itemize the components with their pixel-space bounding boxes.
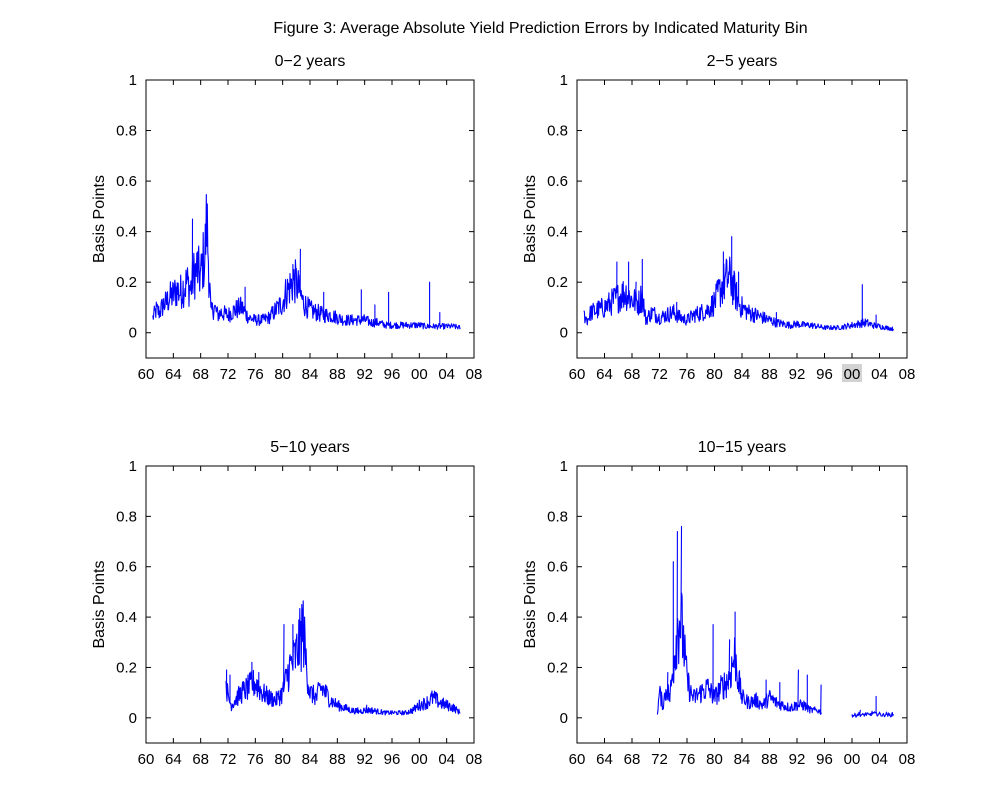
x-tick-label: 80 <box>706 751 723 768</box>
x-tick-label: 08 <box>466 751 483 768</box>
x-tick-label: 84 <box>734 366 751 383</box>
y-tick-label: 1 <box>129 72 137 89</box>
x-tick-label: 92 <box>356 366 373 383</box>
x-tick-label: 60 <box>138 366 155 383</box>
plot-area-frame <box>576 79 908 359</box>
y-axis-label: Basis Points <box>91 175 108 263</box>
x-tick-label: 88 <box>761 751 778 768</box>
y-tick-label: 0.2 <box>116 274 137 291</box>
x-tick-label: 04 <box>438 751 455 768</box>
x-tick-label: 96 <box>816 366 833 383</box>
x-tick-label: 68 <box>624 751 641 768</box>
x-tick-label: 64 <box>165 366 182 383</box>
y-tick-label: 0.6 <box>547 559 568 576</box>
x-tick-label: 08 <box>466 366 483 383</box>
y-tick-label: 0.8 <box>116 123 137 140</box>
x-tick-label: 60 <box>138 751 155 768</box>
x-tick-label: 04 <box>871 751 888 768</box>
x-tick-label: 96 <box>384 751 401 768</box>
x-tick-label: 76 <box>247 751 264 768</box>
y-tick-label: 1 <box>560 72 568 89</box>
x-tick-label: 92 <box>356 751 373 768</box>
y-axis-label: Basis Points <box>522 560 539 648</box>
x-tick-label: 04 <box>871 366 888 383</box>
series-line-1-0 <box>583 236 894 332</box>
series-line-0-0 <box>152 194 461 330</box>
x-tick-label: 04 <box>438 366 455 383</box>
x-tick-label: 00 <box>844 366 861 383</box>
x-tick-label: 76 <box>679 366 696 383</box>
x-tick-label: 72 <box>651 366 668 383</box>
x-tick-label: 76 <box>679 751 696 768</box>
x-tick-label: 84 <box>302 366 319 383</box>
panel-2-5-years: 2−5 years Basis Points 0 0.2 0.4 0.6 0.8 1 60 64 6… <box>522 53 915 383</box>
x-tick-label: 60 <box>569 751 586 768</box>
x-tick-label: 08 <box>899 751 916 768</box>
plot-area-frame <box>145 79 475 359</box>
x-tick-label: 76 <box>247 366 264 383</box>
y-tick-label: 0.8 <box>547 123 568 140</box>
x-tick-label: 00 <box>411 751 428 768</box>
y-tick-label: 0.2 <box>116 659 137 676</box>
x-tick-label: 80 <box>274 366 291 383</box>
x-tick-label: 92 <box>789 751 806 768</box>
y-tick-label: 0 <box>560 710 568 727</box>
y-tick-label: 0.6 <box>116 173 137 190</box>
y-tick-label: 0.4 <box>547 224 568 241</box>
x-tick-label: 00 <box>844 751 861 768</box>
y-tick-label: 0.2 <box>547 274 568 291</box>
x-tick-label: 84 <box>302 751 319 768</box>
y-tick-label: 0 <box>129 325 137 342</box>
panel-title: 0−2 years <box>275 53 346 70</box>
x-tick-label: 64 <box>165 751 182 768</box>
y-axis-label: Basis Points <box>91 560 108 648</box>
x-tick-label: 60 <box>569 366 586 383</box>
panel-title: 5−10 years <box>270 439 350 456</box>
panel-5-10-years: 5−10 years Basis Points 0 0.2 0.4 0.6 0.8 1 60 64… <box>91 439 482 768</box>
y-tick-label: 0 <box>560 325 568 342</box>
x-tick-label: 96 <box>816 751 833 768</box>
x-tick-label: 08 <box>899 366 916 383</box>
y-tick-label: 0.8 <box>547 508 568 525</box>
x-tick-label: 64 <box>596 366 613 383</box>
x-tick-label: 72 <box>220 366 237 383</box>
y-tick-label: 0.6 <box>116 559 137 576</box>
x-tick-label: 88 <box>329 366 346 383</box>
panel-title: 10−15 years <box>698 439 787 456</box>
x-tick-label: 68 <box>192 751 209 768</box>
x-tick-label: 92 <box>789 366 806 383</box>
x-tick-label: 84 <box>734 751 751 768</box>
y-tick-label: 1 <box>560 458 568 475</box>
y-axis-label: Basis Points <box>522 175 539 263</box>
x-tick-label: 80 <box>274 751 291 768</box>
x-tick-label: 88 <box>329 751 346 768</box>
y-tick-label: 1 <box>129 458 137 475</box>
x-tick-label: 64 <box>596 751 613 768</box>
panel-title: 2−5 years <box>707 53 778 70</box>
series-line-3-0 <box>656 525 822 715</box>
x-tick-label: 96 <box>384 366 401 383</box>
series-line-2-0 <box>225 600 461 716</box>
panel-10-15-years: 10−15 years Basis Points 0 0.2 0.4 0.6 0.8 1 60 6… <box>522 439 915 768</box>
x-tick-label: 68 <box>192 366 209 383</box>
y-tick-label: 0.2 <box>547 659 568 676</box>
x-tick-label: 68 <box>624 366 641 383</box>
y-tick-label: 0.4 <box>547 609 568 626</box>
y-tick-label: 0.4 <box>116 609 137 626</box>
x-tick-label: 72 <box>651 751 668 768</box>
x-tick-label: 80 <box>706 366 723 383</box>
y-tick-label: 0.6 <box>547 173 568 190</box>
series-line-3-1 <box>851 695 894 718</box>
y-tick-label: 0.8 <box>116 508 137 525</box>
x-tick-label: 88 <box>761 366 778 383</box>
panel-0-2-years: 0−2 years Basis Points 0 0.2 0.4 0.6 0.8 1 60 64 6… <box>91 53 482 383</box>
y-tick-label: 0.4 <box>116 224 137 241</box>
x-tick-label: 72 <box>220 751 237 768</box>
figure-title: Figure 3: Average Absolute Yield Predict… <box>273 20 808 37</box>
x-tick-label: 00 <box>411 366 428 383</box>
tick-highlight <box>842 364 862 382</box>
y-tick-label: 0 <box>129 710 137 727</box>
